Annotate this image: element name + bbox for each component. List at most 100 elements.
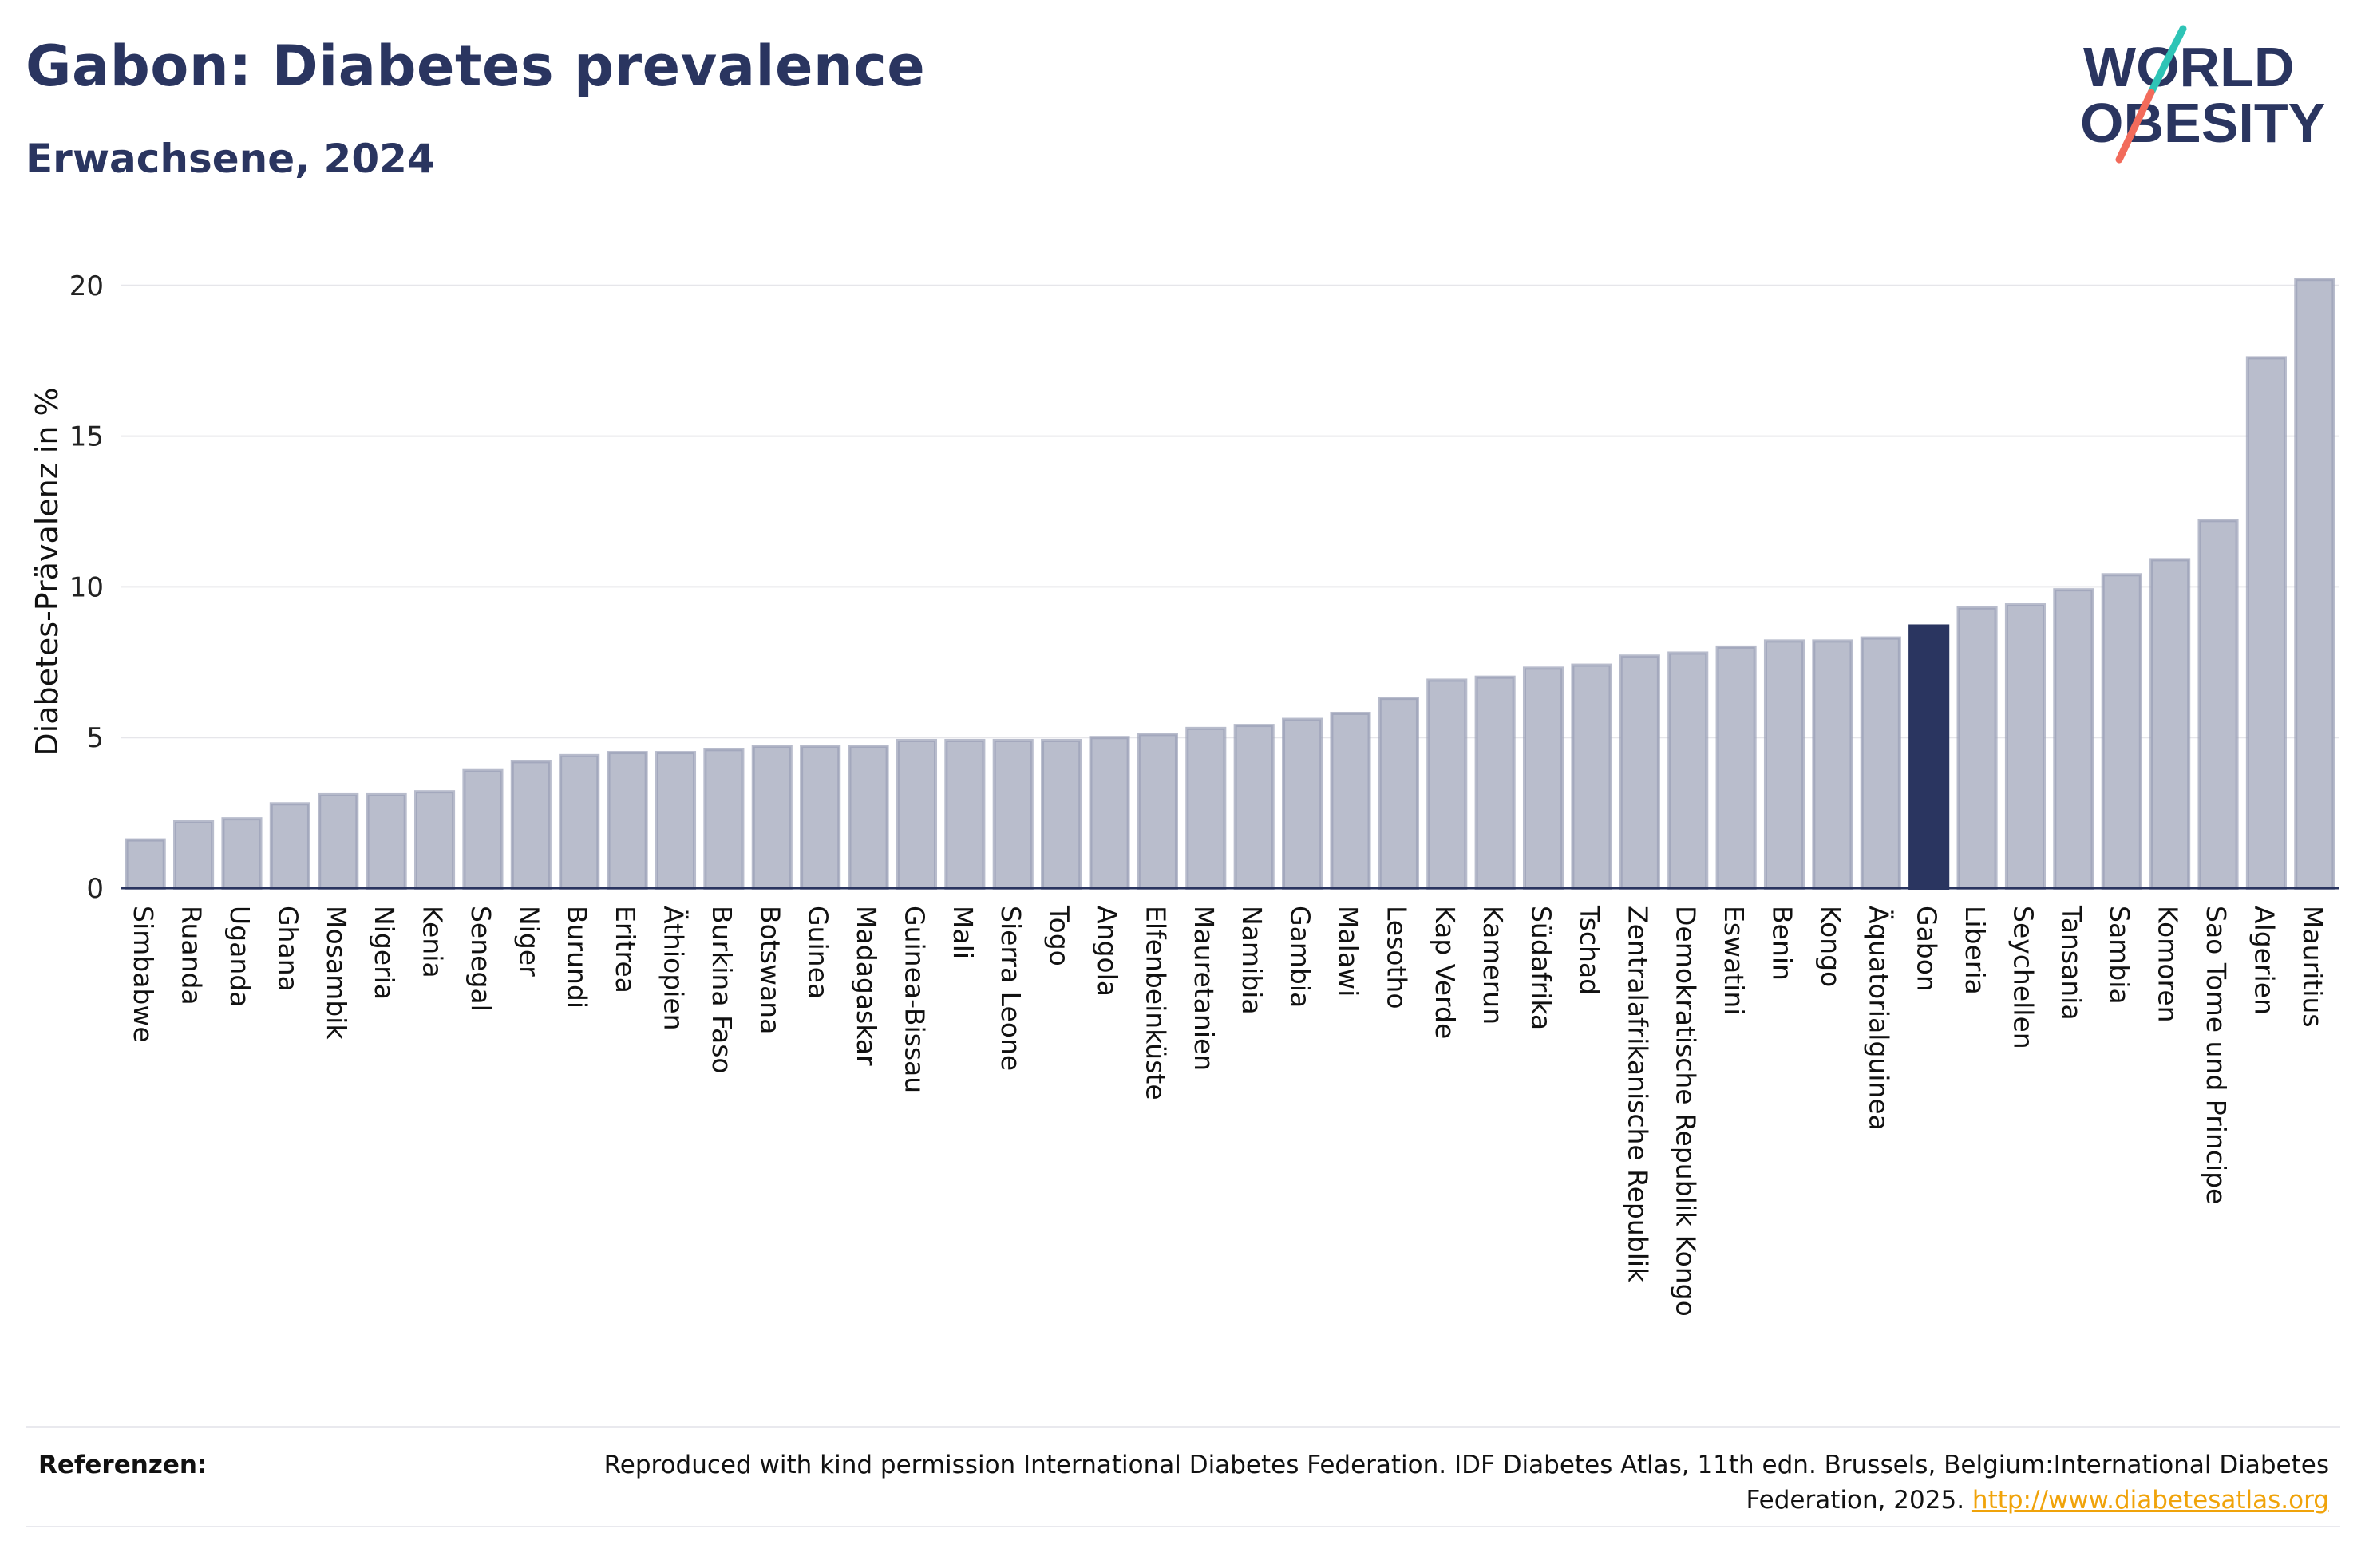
x-tick-label: Malawi	[1333, 906, 1364, 997]
y-axis-label: Diabetes-Prävalenz in %	[30, 387, 65, 756]
bar	[1571, 663, 1612, 890]
x-tick-label: Sierra Leone	[995, 906, 1026, 1071]
y-tick-label: 5	[86, 722, 104, 754]
bar	[800, 745, 841, 890]
bars	[125, 278, 2335, 891]
x-tick-label: Komoren	[2153, 906, 2184, 1023]
bar	[366, 792, 407, 891]
bar	[2197, 519, 2239, 890]
x-tick-label: Kenia	[417, 906, 449, 978]
bar	[751, 745, 793, 890]
x-tick-label: Gabon	[1912, 906, 1943, 992]
y-tick-label: 15	[69, 421, 104, 453]
logo-text-obesity: OBESITY	[2080, 92, 2325, 154]
x-tick-label: Äquatorialguinea	[1863, 906, 1894, 1131]
logo-slash-top	[2147, 25, 2187, 97]
references-text: Reproduced with kind permission Internat…	[559, 1448, 2329, 1518]
bar	[703, 748, 745, 890]
x-tick-label: Ruanda	[176, 906, 208, 1005]
bar	[125, 838, 166, 890]
bar	[413, 790, 456, 891]
bar	[1137, 733, 1178, 891]
y-tick-label: 10	[69, 571, 104, 603]
bar	[607, 751, 648, 890]
y-tick-label: 20	[69, 271, 104, 302]
x-tick-label: Mali	[947, 906, 979, 959]
x-tick-label: Angola	[1092, 906, 1123, 997]
bar	[559, 753, 600, 890]
bar-highlight	[1908, 624, 1950, 890]
bar	[1282, 717, 1323, 890]
bar	[510, 760, 552, 891]
bar	[2294, 278, 2335, 890]
x-tick-label: Sambia	[2104, 906, 2135, 1005]
references-link[interactable]: http://www.diabetesatlas.org	[1971, 1486, 2329, 1515]
bar	[1330, 711, 1371, 890]
bar	[318, 792, 359, 891]
bar	[1185, 726, 1227, 890]
x-tick-label: Uganda	[224, 906, 255, 1007]
bar	[992, 738, 1034, 891]
bar	[2149, 558, 2191, 891]
x-tick-label: Südafrika	[1526, 906, 1557, 1030]
bar	[1812, 639, 1853, 890]
x-tick-label: Namibia	[1236, 906, 1268, 1015]
x-tick-label: Mauretanien	[1188, 906, 1220, 1071]
x-tick-label: Kongo	[1815, 906, 1846, 987]
x-tick-label: Togo	[1044, 905, 1075, 966]
x-tick-label: Mauritius	[2297, 906, 2328, 1028]
x-tick-label: Kamerun	[1477, 906, 1509, 1025]
x-tick-label: Eritrea	[610, 906, 641, 993]
bar	[1522, 666, 1564, 890]
x-tick-label: Nigeria	[369, 906, 400, 1000]
x-tick-label: Sao Tome und Principe	[2201, 906, 2232, 1204]
x-tick-label: Demokratische Republik Kongo	[1671, 906, 1702, 1317]
x-tick-label: Seychellen	[2007, 906, 2039, 1049]
bar	[2245, 356, 2287, 890]
bar	[848, 745, 889, 890]
x-tick-label: Gambia	[1285, 906, 1316, 1008]
logo-slash-bottom	[2115, 89, 2155, 164]
bar	[2101, 573, 2142, 890]
x-tick-label: Eswatini	[1718, 906, 1750, 1015]
x-tick-label: Burundi	[562, 906, 593, 1009]
x-tick-label: Burkina Faso	[706, 906, 738, 1074]
bar	[1233, 724, 1275, 890]
x-tick-label: Benin	[1767, 906, 1798, 981]
x-tick-label: Simbabwe	[128, 906, 159, 1043]
page-subtitle: Erwachsene, 2024	[26, 136, 435, 182]
bar	[1715, 645, 1757, 891]
bar	[1667, 651, 1709, 890]
x-tick-label: Guinea-Bissau	[899, 906, 930, 1093]
bar	[173, 820, 215, 891]
bar	[221, 817, 263, 890]
bar	[1763, 639, 1805, 890]
x-tick-label: Senegal	[465, 906, 496, 1012]
bar	[896, 738, 938, 891]
x-tick-label: Liberia	[1960, 906, 1991, 995]
page-title: Gabon: Diabetes prevalence	[26, 34, 926, 99]
bar	[2053, 588, 2094, 891]
bar	[1041, 738, 1082, 891]
x-tick-label: Elfenbeinküste	[1140, 906, 1171, 1100]
bar	[2004, 603, 2047, 890]
bar	[1474, 675, 1516, 891]
x-tick-label: Botswana	[754, 906, 785, 1034]
references-label: Referenzen:	[38, 1451, 208, 1479]
x-axis-ticks: Simbabwe Ruanda Uganda Ghana Mosambik Nigeria…	[128, 905, 2328, 1317]
footer-divider-top	[26, 1426, 2340, 1428]
bar	[944, 738, 986, 891]
bar	[462, 768, 504, 890]
bar	[269, 802, 310, 890]
bar	[655, 751, 697, 890]
bar	[1089, 736, 1130, 891]
world-obesity-logo[interactable]: WORLD OBESITY	[2075, 22, 2347, 174]
x-tick-label: Tansania	[2056, 905, 2087, 1021]
x-tick-label: Tschad	[1574, 905, 1605, 995]
y-axis-ticks: 0 5 10 15 20	[69, 271, 104, 905]
bar-chart: 0 5 10 15 20 Simbabwe Ruanda Uganda Ghana Mosamb…	[30, 271, 2339, 1317]
logo-text-world: WORLD	[2083, 36, 2294, 98]
x-tick-label: Madagaskar	[851, 906, 882, 1066]
x-tick-label: Ghana	[272, 906, 303, 992]
bar	[1860, 636, 1901, 890]
